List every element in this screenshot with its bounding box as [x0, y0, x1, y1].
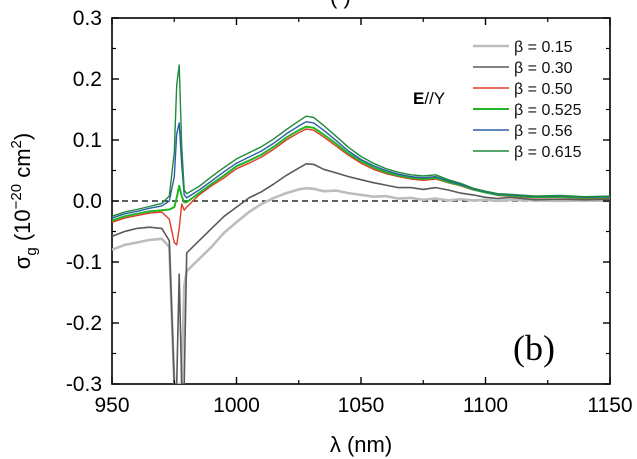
- legend-label-3: β = 0.525: [514, 102, 582, 119]
- series-line-0: [112, 186, 610, 384]
- legend-label-4: β = 0.56: [514, 123, 573, 140]
- series-line-5: [112, 64, 610, 217]
- legend: β = 0.15 β = 0.30 β = 0.50 β = 0.525 β = 0.5…: [473, 39, 582, 161]
- x-tick-label: 1150: [587, 394, 632, 417]
- chart-title-fragment: ( ): [330, 0, 351, 9]
- y-tick-label: -0.1: [66, 251, 102, 274]
- y-tick-label: 0.1: [73, 129, 102, 152]
- legend-label-1: β = 0.30: [514, 60, 573, 77]
- y-tick-label: 0.2: [73, 68, 102, 91]
- y-tick-label: -0.2: [66, 312, 102, 335]
- y-tick-label: 0.0: [73, 190, 102, 213]
- x-tick-label: 1000: [213, 394, 260, 417]
- y-tick-label: 0.3: [73, 7, 102, 30]
- series-layer: [112, 64, 610, 384]
- polarization-annotation: E//Y: [413, 89, 445, 108]
- ticks-layer: 950 1000 1050 1100 1150 0.3 0.2 0.1 0.0 -0.1 -0.2 -…: [66, 7, 633, 417]
- series-line-1: [112, 163, 610, 384]
- x-axis-label: λ (nm): [330, 432, 392, 457]
- x-tick-label: 1100: [463, 394, 508, 417]
- panel-label: (b): [513, 328, 555, 368]
- legend-label-5: β = 0.615: [514, 144, 582, 161]
- y-tick-label: -0.3: [66, 373, 102, 396]
- x-tick-label: 950: [94, 394, 129, 417]
- x-tick-label: 1050: [338, 394, 385, 417]
- y-axis-label: σg (10−20 cm2): [8, 133, 40, 269]
- legend-label-2: β = 0.50: [514, 81, 573, 98]
- legend-label-0: β = 0.15: [514, 39, 573, 56]
